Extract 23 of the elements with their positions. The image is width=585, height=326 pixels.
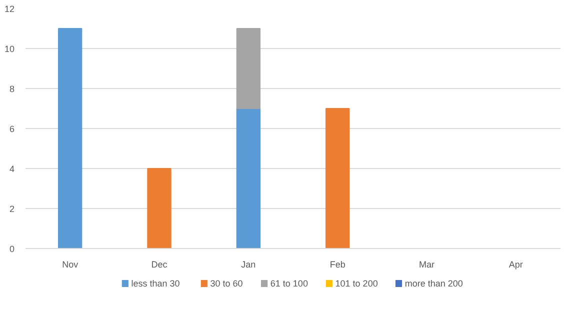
y-tick-label: 10 [4, 44, 15, 54]
legend-label: more than 200 [404, 278, 463, 288]
bar [236, 108, 261, 248]
y-tick-label: 2 [9, 204, 15, 214]
legend-label: 30 to 60 [210, 278, 243, 288]
y-tick-label: 4 [9, 164, 15, 174]
x-tick-label: Feb [330, 260, 346, 270]
legend-label: 61 to 100 [270, 278, 308, 288]
x-tick-label: Nov [62, 260, 79, 270]
bar [58, 28, 82, 248]
x-tick-label: Mar [419, 260, 435, 270]
y-tick-label: 0 [9, 244, 15, 254]
y-tick-label: 12 [4, 4, 15, 14]
x-tick-label: Dec [151, 260, 168, 270]
y-tick-label: 8 [9, 84, 15, 94]
x-tick-label: Jan [241, 260, 256, 270]
legend-label: 101 to 200 [335, 278, 378, 288]
bar [236, 28, 261, 109]
legend-label: less than 30 [131, 278, 180, 288]
x-tick-label: Apr [508, 260, 523, 270]
bar [147, 168, 172, 248]
bar [325, 108, 350, 248]
y-tick-label: 6 [9, 124, 15, 134]
